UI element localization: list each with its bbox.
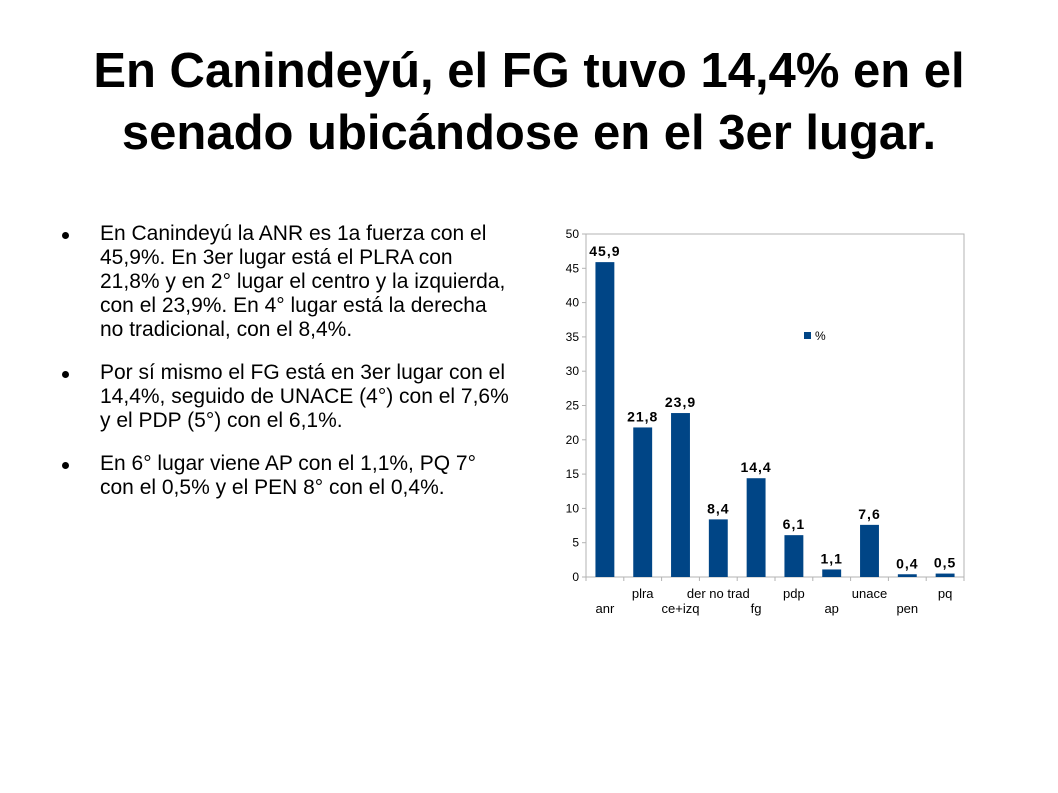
x-category-label: der no trad [687, 586, 750, 601]
data-label: 8,4 [707, 500, 729, 516]
x-category-label: ce+izq [662, 601, 700, 616]
bar [595, 262, 615, 577]
bar-chart: 0 5 10 15 20 25 30 35 40 45 50 45,9 anr 21,8 plra 23,9 c… [566, 227, 965, 616]
bullet-item: Por sí mismo el FG está en 3er lugar con… [62, 361, 514, 433]
y-tick-label: 50 [566, 227, 580, 241]
data-label: 14,4 [740, 459, 771, 475]
bar [860, 524, 879, 577]
y-tick-label: 35 [566, 330, 580, 344]
data-label: 21,8 [627, 408, 658, 424]
bullet-item: En Canindeyú la ANR es 1a fuerza con el … [62, 222, 514, 342]
bar [746, 478, 766, 577]
x-category-label: pdp [783, 586, 805, 601]
x-category-label: anr [596, 601, 615, 616]
data-label: 0,4 [896, 555, 918, 571]
x-category-label: fg [751, 601, 762, 616]
y-tick-label: 45 [566, 261, 580, 275]
bar [633, 427, 653, 577]
y-tick-label: 20 [566, 433, 580, 447]
y-tick-label: 0 [572, 570, 579, 584]
title-line-2: senado ubicándose en el 3er lugar. [121, 106, 937, 160]
bar [822, 569, 842, 577]
y-tick-label: 10 [566, 501, 580, 515]
bar [708, 519, 728, 577]
bullet-item: En 6° lugar viene AP con el 1,1%, PQ 7° … [62, 452, 514, 500]
data-label: 45,9 [589, 243, 620, 259]
y-tick-label: 15 [566, 467, 580, 481]
slide-title: En Canindeyú, el FG tuvo 14,4% en el sen… [0, 40, 1058, 164]
x-category-label: ap [824, 601, 838, 616]
x-category-label: pen [896, 601, 918, 616]
y-tick-label: 25 [566, 399, 580, 413]
data-label: 6,1 [783, 516, 805, 532]
legend-swatch [804, 332, 811, 339]
y-tick-label: 40 [566, 296, 580, 310]
data-label: 23,9 [665, 394, 696, 410]
legend-label: % [815, 329, 826, 343]
x-category-label: pq [938, 586, 952, 601]
data-label: 1,1 [820, 550, 842, 566]
y-tick-label: 5 [572, 536, 579, 550]
bar [671, 413, 690, 577]
x-category-label: plra [632, 586, 654, 601]
x-category-label: unace [852, 586, 887, 601]
bar [897, 574, 917, 577]
bar [784, 535, 804, 577]
bar [935, 573, 955, 577]
bullet-list: En Canindeyú la ANR es 1a fuerza con el … [62, 222, 514, 519]
data-label: 0,5 [934, 555, 956, 571]
title-line-1: En Canindeyú, el FG tuvo 14,4% en el [93, 44, 965, 98]
y-tick-label: 30 [566, 364, 580, 378]
data-label: 7,6 [858, 506, 880, 522]
